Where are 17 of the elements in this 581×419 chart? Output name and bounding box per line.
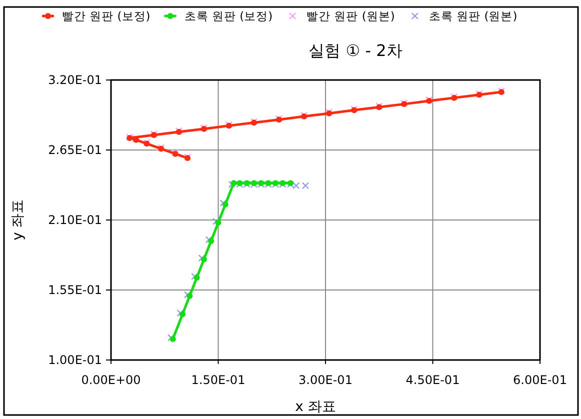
y-axis-title: y 좌표	[10, 200, 26, 240]
legend-label: 초록 원판 (보정)	[184, 9, 273, 23]
y-tick-label: 1.55E-01	[48, 283, 102, 297]
legend-label: 초록 원판 (원본)	[428, 9, 518, 23]
chart-title: 실험 ① - 2차	[308, 41, 402, 60]
y-tick-label: 2.10E-01	[48, 213, 102, 227]
x-tick-label: 0.00E+00	[81, 373, 141, 387]
x-tick-label: 6.00E-01	[513, 373, 567, 387]
x-tick-label: 1.50E-01	[191, 373, 246, 387]
y-tick-label: 1.00E-01	[48, 353, 102, 367]
x-tick-label: 4.50E-01	[406, 373, 460, 387]
x-tick-label: 3.00E-01	[298, 373, 352, 387]
y-tick-label: 2.65E-01	[48, 143, 102, 157]
legend-label: 빨간 원판 (원본)	[306, 9, 395, 23]
x-axis-title: x 좌표	[295, 399, 336, 415]
y-tick-label: 3.20E-01	[48, 73, 102, 87]
legend-label: 빨간 원판 (보정)	[62, 9, 150, 23]
